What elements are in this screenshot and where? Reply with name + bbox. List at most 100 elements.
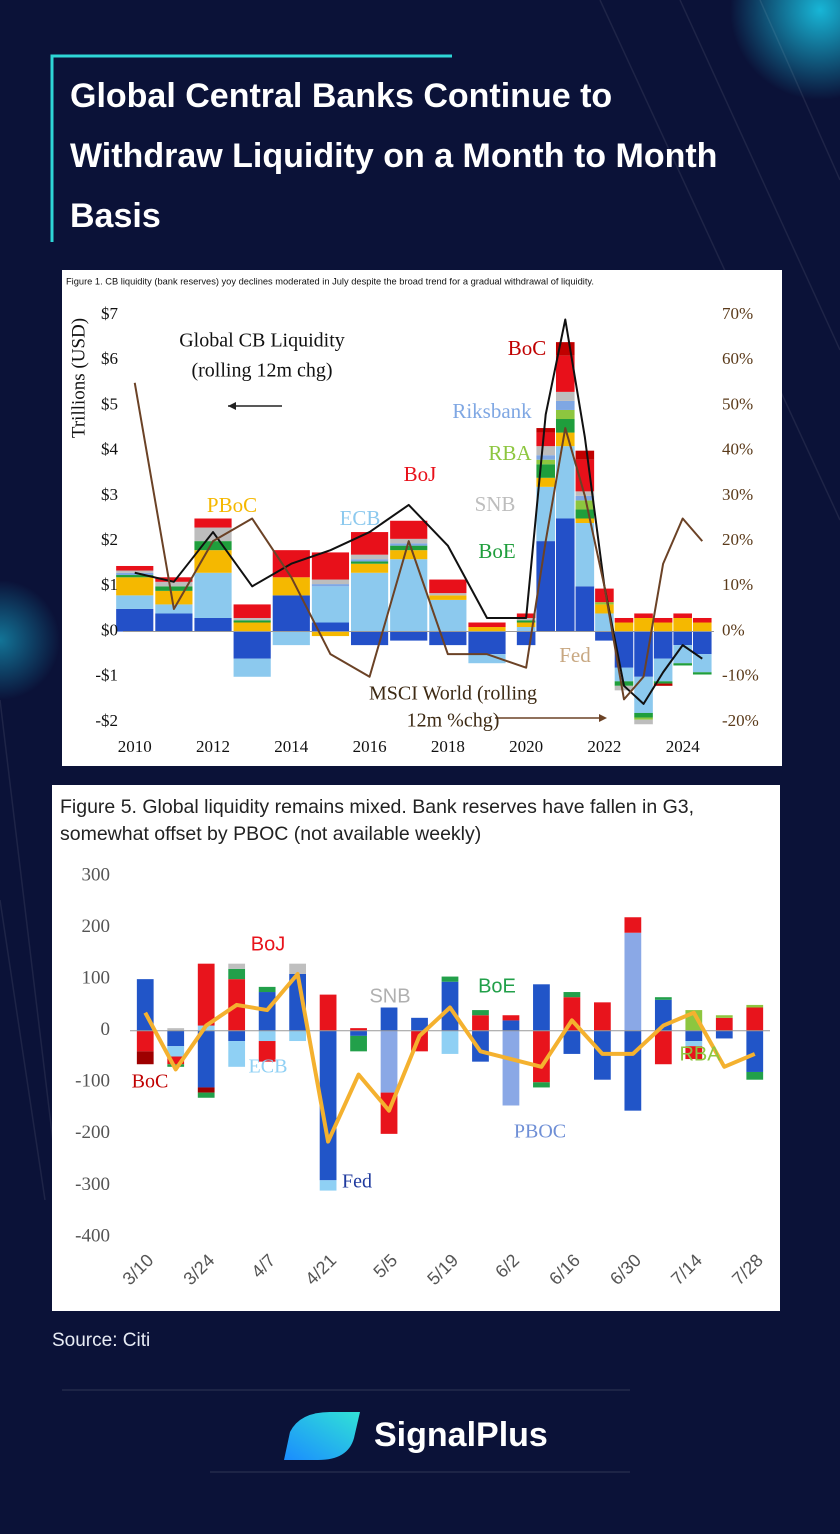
bar-segment bbox=[555, 432, 575, 447]
bar-segment bbox=[350, 561, 389, 564]
bar-segment bbox=[575, 509, 595, 519]
bar-segment bbox=[350, 554, 389, 560]
title-frame bbox=[50, 54, 452, 242]
x-tick-label: 2012 bbox=[196, 737, 230, 756]
bar-segment bbox=[289, 1030, 306, 1042]
bar-segment bbox=[715, 1015, 733, 1018]
series-label: ECB bbox=[340, 506, 381, 530]
bar-segment bbox=[468, 622, 506, 628]
bar-segment bbox=[258, 1041, 276, 1062]
bar-segment bbox=[380, 1030, 398, 1093]
bar-segment bbox=[350, 572, 389, 632]
bar-segment bbox=[555, 355, 575, 392]
bar-segment bbox=[685, 1041, 703, 1047]
bar-segment bbox=[746, 1071, 764, 1080]
y-tick-label: $5 bbox=[101, 394, 118, 413]
bar-segment bbox=[595, 631, 614, 641]
bar-segment bbox=[167, 1028, 185, 1031]
bar-segment bbox=[167, 1056, 185, 1065]
series-label: BoC bbox=[508, 336, 547, 360]
x-tick-label: 2024 bbox=[666, 737, 701, 756]
y-tick-label: $1 bbox=[101, 575, 118, 594]
bar-segment bbox=[692, 631, 712, 655]
bar-segment bbox=[136, 1051, 154, 1065]
line-series bbox=[143, 971, 756, 1144]
bar-segment bbox=[653, 617, 673, 623]
bar-segment bbox=[429, 595, 467, 600]
y-tick-label: -$2 bbox=[95, 711, 118, 730]
bar-segment bbox=[654, 1030, 672, 1065]
bar-segment bbox=[155, 581, 193, 587]
bar-segment bbox=[624, 1030, 642, 1111]
bar-segment bbox=[533, 1082, 550, 1088]
bar-segment bbox=[228, 1041, 246, 1067]
bar-segment bbox=[502, 1030, 520, 1106]
bar-segment bbox=[167, 1030, 185, 1047]
bar-segment bbox=[390, 631, 428, 641]
bar-segment bbox=[155, 586, 193, 591]
bar-segment bbox=[197, 1092, 215, 1098]
bar-segment bbox=[468, 631, 506, 655]
decor-lines bbox=[0, 0, 840, 1201]
bar-segment bbox=[116, 565, 154, 571]
bar-segment bbox=[350, 1028, 367, 1031]
bar-segment bbox=[614, 685, 634, 691]
y-tick-label: $7 bbox=[101, 304, 119, 323]
series-label: SNB bbox=[475, 492, 516, 516]
bar-segment bbox=[194, 541, 232, 551]
y2-tick-label: 10% bbox=[722, 575, 753, 594]
x-tick-label: 2014 bbox=[274, 737, 309, 756]
y-tick-label: $2 bbox=[101, 530, 118, 549]
bar-segment bbox=[155, 577, 193, 582]
bar-segment bbox=[350, 563, 389, 573]
bar-segment bbox=[390, 520, 428, 539]
bar-segment bbox=[516, 620, 536, 623]
y2-tick-label: 50% bbox=[722, 394, 753, 413]
chart-title: somewhat offset by PBOC (not available w… bbox=[60, 823, 481, 845]
line-label: Global CB Liquidity bbox=[179, 330, 345, 352]
bar-segment bbox=[536, 455, 555, 460]
bar-segment bbox=[194, 550, 232, 573]
bar-segment bbox=[634, 676, 653, 713]
series-label: SNB bbox=[369, 985, 410, 1007]
series-label: BoE bbox=[478, 539, 515, 563]
x-tick-label: 2018 bbox=[431, 737, 465, 756]
bar-segment bbox=[555, 409, 575, 420]
bar-segment bbox=[673, 645, 692, 664]
bar-segment bbox=[575, 518, 595, 524]
series-label: BoJ bbox=[251, 933, 285, 955]
line-label: 12m %chg) bbox=[407, 710, 500, 732]
bar-segment bbox=[429, 593, 467, 596]
x-tick-label: 2022 bbox=[587, 737, 621, 756]
y2-tick-label: 40% bbox=[722, 440, 753, 459]
bar-segment bbox=[319, 1180, 337, 1191]
bar-segment bbox=[350, 1030, 367, 1036]
bar-segment bbox=[116, 572, 154, 576]
bar-segment bbox=[594, 1002, 611, 1031]
bar-segment bbox=[614, 667, 634, 682]
series-label: Fed bbox=[559, 643, 591, 667]
bar-segment bbox=[614, 622, 634, 632]
bar-segment bbox=[692, 617, 712, 623]
bar-segment bbox=[555, 400, 575, 410]
bar-segment bbox=[692, 622, 712, 632]
bar-segment bbox=[350, 559, 389, 562]
bar-segment bbox=[575, 500, 595, 510]
bar-segment bbox=[411, 1017, 428, 1031]
bar-segment bbox=[533, 1030, 550, 1083]
bar-segment bbox=[194, 518, 232, 528]
bar-segment bbox=[536, 541, 555, 632]
bar-segment bbox=[155, 613, 193, 632]
bar-segment bbox=[533, 984, 550, 1031]
bar-segment bbox=[536, 486, 555, 542]
bar-segment bbox=[289, 963, 306, 974]
bar-segment bbox=[380, 1007, 398, 1031]
bar-segment bbox=[197, 1030, 215, 1088]
bar-segment bbox=[653, 683, 673, 686]
x-tick-label: 2016 bbox=[353, 737, 387, 756]
y2-tick-label: -10% bbox=[722, 666, 759, 685]
series-label: RBA bbox=[679, 1043, 721, 1065]
bar-segment bbox=[692, 672, 712, 675]
series-label: BoE bbox=[478, 975, 516, 997]
